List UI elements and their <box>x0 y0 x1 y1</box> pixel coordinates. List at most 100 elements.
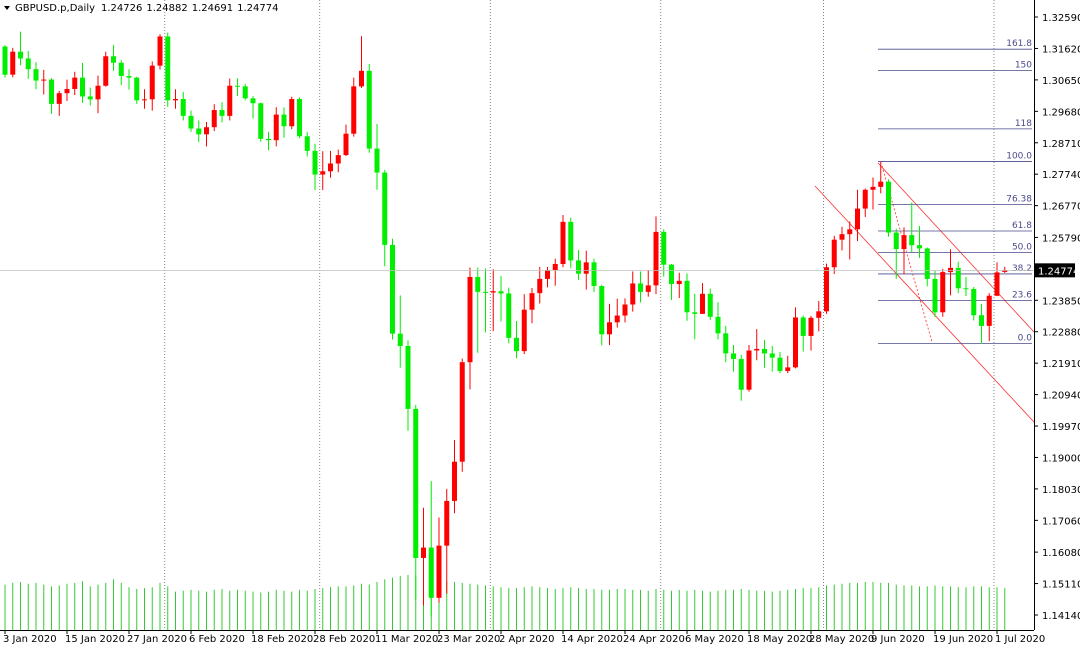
candle-body <box>847 229 853 235</box>
candle-body <box>126 76 132 78</box>
candle-body <box>483 291 488 293</box>
candle-body <box>2 46 8 75</box>
y-tick-label: 1.18030 <box>1042 485 1080 496</box>
y-tick-label: 1.28710 <box>1042 139 1080 150</box>
candle-body <box>514 337 519 352</box>
dotted-trend-line <box>881 165 933 343</box>
candle-body <box>893 232 899 250</box>
menu-triangle[interactable] <box>4 6 10 10</box>
candle-body <box>870 186 876 190</box>
header-high: 1.24882 <box>146 3 187 14</box>
candle-body <box>452 461 457 501</box>
symbol: GBPUSD.p,Daily <box>15 3 95 14</box>
candle-body <box>762 348 767 354</box>
trend-channel <box>814 162 1035 423</box>
candle-body <box>653 231 659 286</box>
channel-line <box>814 185 1035 423</box>
candle-body <box>56 93 62 104</box>
y-tick-label: 1.17060 <box>1042 516 1080 527</box>
candle-body <box>971 288 977 316</box>
x-tick-label: 3 Jan 2020 <box>3 634 57 645</box>
candle-body <box>467 276 473 363</box>
candle-body <box>839 234 845 240</box>
candle-body <box>428 547 434 598</box>
candle-body <box>955 267 961 289</box>
candle-body <box>599 286 605 335</box>
candle-body <box>490 291 496 293</box>
y-tick-label: 1.26770 <box>1042 202 1080 213</box>
candle-body <box>10 51 16 75</box>
x-tick-label: 23 Mar 2020 <box>437 634 500 645</box>
x-tick-label: 18 May 2020 <box>747 634 812 645</box>
candle-body <box>235 85 240 87</box>
candle-body <box>18 51 23 59</box>
candle-body <box>614 315 620 323</box>
candle-body <box>746 350 752 390</box>
header-low: 1.24691 <box>192 3 233 14</box>
candle-body <box>545 270 550 279</box>
y-tick-label: 1.31620 <box>1042 44 1080 55</box>
fibo-label: 161.8 <box>1006 39 1032 49</box>
candle-body <box>359 70 364 87</box>
candle-body <box>397 333 403 346</box>
candle-body <box>180 99 186 116</box>
candle-body <box>103 56 109 86</box>
y-tick-label: 1.32590 <box>1042 13 1080 24</box>
candle-body <box>87 96 93 100</box>
candle-body <box>227 85 233 116</box>
candle-body <box>917 245 922 249</box>
candle-body <box>583 262 589 274</box>
candle-body <box>390 244 395 334</box>
candle-body <box>33 69 39 81</box>
candle-body <box>808 317 814 336</box>
candle-body <box>994 272 1000 296</box>
candle-body <box>901 235 907 250</box>
fibo-label: 23.6 <box>1012 290 1032 300</box>
chart-header: GBPUSD.p,Daily 1.24726 1.24882 1.24691 1.247… <box>15 3 278 14</box>
candle-body <box>824 267 829 312</box>
candle-body <box>963 288 969 290</box>
fibo-label: 76.38 <box>1006 195 1032 205</box>
y-tick-label: 1.16080 <box>1042 548 1080 559</box>
x-tick-label: 9 Jun 2020 <box>871 634 925 645</box>
candle-body <box>266 138 271 141</box>
candle-body <box>676 280 682 285</box>
y-tick-label: 1.19970 <box>1042 422 1080 433</box>
candle-body <box>769 353 775 358</box>
candle-body <box>242 86 248 99</box>
y-tick-label: 1.29680 <box>1042 107 1080 118</box>
candle-body <box>909 235 915 246</box>
candle-body <box>188 115 194 129</box>
y-tick-label: 1.23850 <box>1042 296 1080 307</box>
header-open: 1.24726 <box>101 3 142 14</box>
x-tick-label: 18 Feb 2020 <box>251 634 313 645</box>
candle-body <box>731 353 736 359</box>
candle-body <box>459 362 465 462</box>
candle-body <box>49 79 54 104</box>
candle-body <box>591 262 597 287</box>
candle-body <box>304 136 310 151</box>
candle-body <box>886 181 891 233</box>
y-tick-label: 1.30650 <box>1042 76 1080 87</box>
candle-body <box>800 317 806 336</box>
candle-body <box>568 221 574 261</box>
candle-body <box>165 36 171 101</box>
candle-body <box>64 88 70 94</box>
x-tick-label: 1 Jul 2020 <box>995 634 1045 645</box>
x-tick-label: 24 Apr 2020 <box>623 634 685 645</box>
current-price-tag <box>1035 263 1075 278</box>
candle-body <box>25 58 31 70</box>
candle-body <box>793 317 798 368</box>
candle-body <box>142 99 147 101</box>
candle-body <box>661 231 667 265</box>
candle-body <box>134 77 140 101</box>
candle-body <box>738 358 744 390</box>
candle-body <box>560 221 566 264</box>
candle-body <box>211 110 217 128</box>
candle-body <box>80 77 85 97</box>
fibo-label: 0.0 <box>1018 333 1033 343</box>
x-tick-label: 2 Apr 2020 <box>499 634 554 645</box>
y-tick-label: 1.27740 <box>1042 170 1080 181</box>
